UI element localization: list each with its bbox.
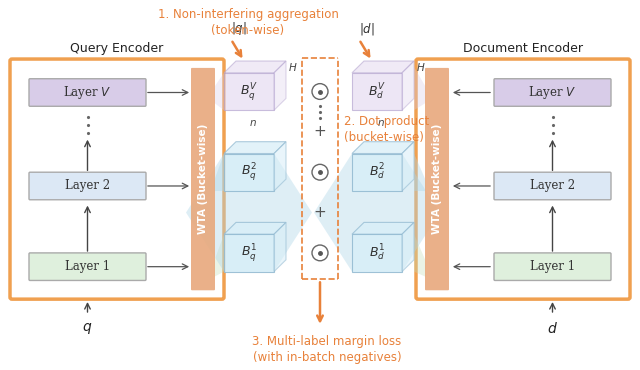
Text: WTA (Bucket-wise): WTA (Bucket-wise) [432, 124, 442, 234]
Polygon shape [224, 61, 286, 73]
Text: $H$: $H$ [288, 61, 298, 73]
FancyBboxPatch shape [191, 68, 215, 290]
Text: $|q|$: $|q|$ [231, 20, 247, 37]
Polygon shape [314, 154, 440, 272]
FancyBboxPatch shape [416, 59, 630, 299]
Polygon shape [352, 61, 414, 73]
Polygon shape [402, 142, 414, 191]
Polygon shape [274, 142, 286, 191]
Text: $B_d^1$: $B_d^1$ [369, 243, 385, 263]
Polygon shape [274, 61, 286, 110]
Text: Layer 2: Layer 2 [530, 179, 575, 192]
Text: $B_q^1$: $B_q^1$ [241, 242, 257, 264]
Polygon shape [214, 73, 224, 110]
Polygon shape [186, 154, 312, 272]
Text: +: + [314, 205, 326, 220]
Bar [352, 154, 402, 191]
Bar [352, 234, 402, 272]
Text: 3. Multi-label margin loss
(with in-batch negatives): 3. Multi-label margin loss (with in-batc… [252, 334, 402, 364]
Text: $B_d^2$: $B_d^2$ [369, 162, 385, 182]
Polygon shape [214, 154, 224, 191]
Text: +: + [314, 124, 326, 139]
Polygon shape [352, 142, 414, 154]
Polygon shape [402, 222, 414, 272]
Bar [352, 73, 402, 110]
Text: 2. Dot product
(bucket-wise): 2. Dot product (bucket-wise) [344, 115, 429, 144]
Text: $d$: $d$ [547, 321, 558, 336]
Text: $q$: $q$ [83, 321, 93, 336]
FancyBboxPatch shape [494, 172, 611, 200]
FancyBboxPatch shape [494, 253, 611, 280]
FancyBboxPatch shape [10, 59, 224, 299]
Text: Layer $V$: Layer $V$ [63, 84, 112, 101]
Text: Layer 1: Layer 1 [530, 260, 575, 273]
Text: $B_d^V$: $B_d^V$ [368, 81, 386, 102]
Text: $H$: $H$ [416, 61, 426, 73]
Text: $|d|$: $|d|$ [359, 21, 375, 37]
Polygon shape [414, 154, 426, 191]
Text: Layer 2: Layer 2 [65, 179, 110, 192]
Text: WTA (Bucket-wise): WTA (Bucket-wise) [198, 124, 208, 234]
Polygon shape [274, 222, 286, 272]
Text: 1. Non-interfering aggregation
(token-wise): 1. Non-interfering aggregation (token-wi… [157, 8, 339, 37]
FancyBboxPatch shape [29, 172, 146, 200]
Text: $B_q^V$: $B_q^V$ [240, 81, 258, 102]
Text: Layer $V$: Layer $V$ [528, 84, 577, 101]
Polygon shape [414, 234, 426, 277]
Text: Layer 1: Layer 1 [65, 260, 110, 273]
FancyBboxPatch shape [425, 68, 449, 290]
Text: $B_q^2$: $B_q^2$ [241, 161, 257, 183]
Text: Query Encoder: Query Encoder [70, 42, 164, 55]
Polygon shape [352, 222, 414, 234]
Polygon shape [224, 142, 286, 154]
Bar [224, 73, 274, 110]
FancyBboxPatch shape [29, 79, 146, 106]
Text: Document Encoder: Document Encoder [463, 42, 583, 55]
Bar [224, 234, 274, 272]
Text: $n$: $n$ [249, 118, 257, 128]
FancyBboxPatch shape [29, 253, 146, 280]
Polygon shape [214, 234, 224, 277]
Circle shape [312, 245, 328, 261]
FancyBboxPatch shape [494, 79, 611, 106]
Circle shape [312, 164, 328, 180]
Circle shape [312, 84, 328, 100]
Polygon shape [402, 61, 414, 110]
Polygon shape [414, 67, 426, 110]
Polygon shape [224, 222, 286, 234]
Text: $n$: $n$ [377, 118, 385, 128]
Bar [224, 154, 274, 191]
